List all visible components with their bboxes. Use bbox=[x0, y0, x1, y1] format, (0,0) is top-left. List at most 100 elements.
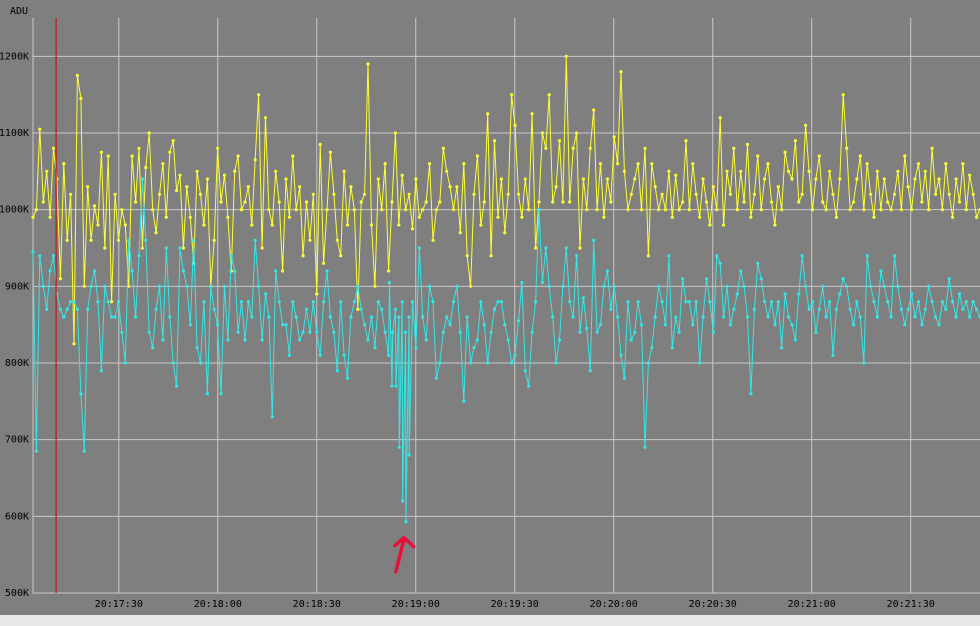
data-point bbox=[171, 361, 175, 365]
data-point bbox=[284, 177, 288, 181]
data-point bbox=[807, 307, 811, 311]
y-tick-label: 1000K bbox=[0, 205, 29, 216]
data-point bbox=[817, 154, 821, 158]
data-point bbox=[520, 215, 524, 219]
data-point bbox=[253, 238, 257, 242]
data-point bbox=[513, 123, 517, 127]
data-point bbox=[89, 284, 93, 288]
data-point bbox=[233, 169, 237, 173]
data-point bbox=[479, 223, 483, 227]
data-point bbox=[653, 185, 657, 189]
data-point bbox=[571, 315, 575, 319]
data-point bbox=[725, 284, 729, 288]
data-point bbox=[715, 208, 719, 212]
data-point bbox=[581, 177, 586, 181]
data-point bbox=[147, 131, 151, 135]
data-point bbox=[274, 269, 278, 273]
data-point bbox=[51, 146, 56, 150]
data-point bbox=[698, 215, 702, 219]
data-point bbox=[34, 208, 39, 212]
data-point bbox=[619, 70, 623, 74]
data-point bbox=[352, 208, 356, 212]
y-axis-band bbox=[0, 0, 33, 593]
series-layer bbox=[31, 54, 980, 524]
data-point bbox=[188, 323, 192, 327]
data-point bbox=[465, 315, 469, 319]
data-point bbox=[889, 208, 893, 212]
data-point bbox=[257, 284, 261, 288]
data-point bbox=[291, 300, 295, 304]
data-point bbox=[674, 173, 678, 177]
data-point bbox=[434, 376, 438, 380]
data-point bbox=[650, 162, 654, 166]
data-point bbox=[544, 246, 548, 250]
data-point bbox=[120, 330, 124, 334]
data-point bbox=[253, 158, 257, 162]
data-point bbox=[205, 392, 209, 396]
data-point bbox=[756, 261, 760, 265]
data-point bbox=[441, 330, 445, 334]
data-point bbox=[534, 246, 538, 250]
data-point bbox=[390, 200, 394, 204]
data-point bbox=[704, 200, 709, 204]
data-point bbox=[171, 139, 175, 143]
data-point bbox=[263, 292, 268, 296]
data-point bbox=[236, 154, 240, 158]
data-point bbox=[872, 215, 876, 219]
data-point bbox=[862, 361, 866, 365]
data-point bbox=[701, 315, 705, 319]
data-point bbox=[954, 177, 958, 181]
data-point bbox=[363, 192, 367, 196]
data-point bbox=[151, 346, 155, 350]
data-point bbox=[356, 284, 360, 288]
data-point bbox=[605, 269, 610, 273]
data-point bbox=[144, 165, 148, 170]
data-point bbox=[940, 300, 945, 304]
data-point bbox=[325, 208, 329, 212]
y-axis-label: ADU bbox=[10, 6, 28, 17]
data-point bbox=[540, 131, 545, 135]
data-point bbox=[448, 185, 452, 189]
data-point bbox=[964, 300, 968, 304]
data-point bbox=[243, 200, 247, 204]
data-point bbox=[831, 192, 835, 196]
data-point bbox=[804, 123, 808, 127]
data-point bbox=[431, 238, 435, 242]
data-point bbox=[458, 231, 462, 235]
data-point bbox=[216, 146, 220, 150]
data-point bbox=[663, 208, 668, 212]
data-point bbox=[612, 284, 616, 288]
data-point bbox=[670, 215, 674, 219]
data-point bbox=[913, 315, 917, 319]
data-point bbox=[797, 292, 801, 296]
data-point bbox=[226, 215, 230, 219]
data-point bbox=[499, 300, 503, 304]
data-point bbox=[38, 127, 42, 131]
data-point bbox=[845, 284, 849, 288]
data-point bbox=[879, 269, 883, 273]
data-point bbox=[728, 192, 733, 196]
data-point bbox=[667, 254, 671, 258]
data-point bbox=[704, 277, 709, 281]
data-point bbox=[86, 185, 90, 189]
data-point bbox=[968, 315, 972, 319]
data-point bbox=[650, 346, 654, 350]
data-point bbox=[875, 315, 880, 319]
y-tick-label: 500K bbox=[5, 588, 29, 599]
data-point bbox=[127, 238, 131, 242]
data-point bbox=[58, 277, 63, 281]
data-point bbox=[920, 323, 924, 327]
data-point bbox=[38, 254, 42, 258]
data-point bbox=[373, 346, 377, 350]
data-point bbox=[947, 277, 951, 281]
data-point bbox=[134, 315, 138, 319]
data-point bbox=[817, 307, 821, 311]
data-point bbox=[916, 300, 921, 304]
data-point bbox=[401, 499, 405, 503]
data-point bbox=[882, 177, 886, 181]
data-point bbox=[62, 315, 66, 319]
data-point bbox=[154, 307, 158, 311]
data-point bbox=[202, 300, 206, 304]
data-point bbox=[270, 415, 274, 419]
